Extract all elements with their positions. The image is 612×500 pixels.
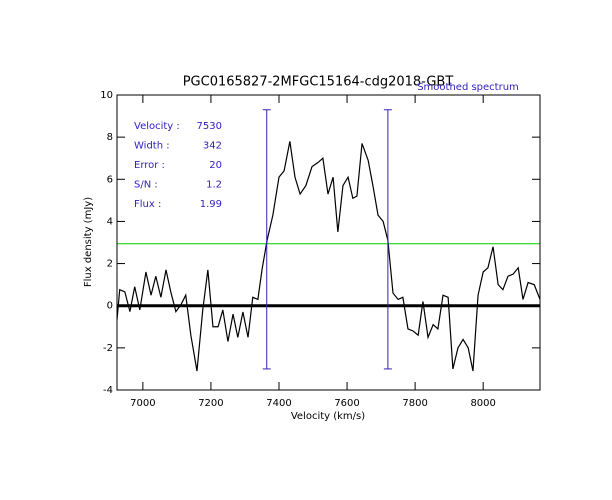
stat-value: 20 bbox=[209, 160, 222, 171]
x-tick-label: 8000 bbox=[470, 398, 495, 409]
y-tick-label: 8 bbox=[107, 132, 113, 143]
y-axis-label: Flux density (mJy) bbox=[83, 197, 94, 287]
stat-value: 1.2 bbox=[206, 180, 222, 191]
x-tick-label: 7800 bbox=[402, 398, 427, 409]
x-tick-label: 7400 bbox=[266, 398, 291, 409]
plot-frame bbox=[116, 94, 541, 391]
stat-label: Flux : bbox=[134, 199, 161, 210]
stat-value: 7530 bbox=[197, 121, 222, 132]
stat-value: 342 bbox=[203, 141, 222, 152]
x-tick-label: 7600 bbox=[334, 398, 359, 409]
x-tick-label: 7200 bbox=[198, 398, 223, 409]
y-tick-label: 2 bbox=[107, 259, 113, 270]
y-tick-label: 10 bbox=[100, 90, 113, 101]
y-tick-label: 6 bbox=[107, 174, 113, 185]
x-axis-label: Velocity (km/s) bbox=[291, 411, 365, 422]
y-tick-label: -4 bbox=[103, 385, 113, 396]
stat-label: Width : bbox=[134, 141, 170, 152]
y-tick-label: 0 bbox=[107, 301, 113, 312]
stat-label: Error : bbox=[134, 160, 165, 171]
stat-value: 1.99 bbox=[200, 199, 222, 210]
spectrum-line bbox=[116, 141, 541, 372]
stat-label: S/N : bbox=[134, 180, 158, 191]
x-tick-label: 7000 bbox=[130, 398, 155, 409]
y-tick-label: -2 bbox=[103, 343, 113, 354]
stat-label: Velocity : bbox=[134, 121, 180, 132]
y-tick-label: 4 bbox=[107, 216, 113, 227]
chart-subtitle: Smoothed spectrum bbox=[417, 82, 519, 93]
chart-title: PGC0165827-2MFGC15164-cdg2018-GBT bbox=[183, 75, 454, 90]
